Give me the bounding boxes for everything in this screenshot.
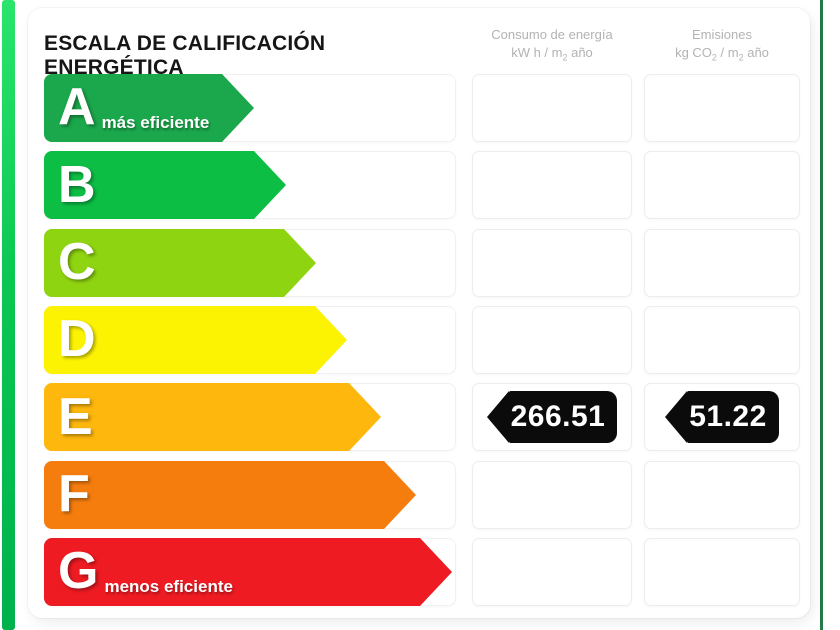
rating-letter: F	[58, 464, 90, 523]
consumption-cell-g	[472, 537, 632, 606]
row-strip: D	[44, 305, 456, 374]
efficiency-note: menos eficiente	[104, 576, 233, 596]
consumption-header-title: Consumo de energía	[491, 27, 613, 42]
efficiency-note: más eficiente	[101, 113, 210, 132]
row-strip: E	[44, 383, 456, 452]
consumption-cell-d	[472, 305, 632, 374]
rating-row-a: A más eficiente	[44, 74, 800, 142]
rating-letter: D	[58, 310, 96, 369]
emissions-cell-e: 51.22	[644, 383, 800, 452]
emissions-cell-b	[644, 151, 800, 220]
rating-arrow-g: G menos eficiente	[44, 537, 452, 606]
emissions-cell-d	[644, 305, 800, 374]
rating-arrow-a: A más eficiente	[44, 74, 254, 142]
badge-arrow-tip	[665, 391, 688, 444]
rating-letter: E	[58, 387, 93, 446]
header: ESCALA DE CALIFICACIÓN ENERGÉTICA Consum…	[44, 22, 800, 79]
emissions-cell-g	[644, 537, 800, 606]
row-strip: B	[44, 151, 456, 220]
rating-row-d: D	[44, 305, 800, 374]
right-green-line	[820, 0, 823, 630]
column-header-consumption: Consumo de energía kW h / m2 año	[472, 26, 632, 63]
consumption-cell-b	[472, 151, 632, 220]
page-title: ESCALA DE CALIFICACIÓN ENERGÉTICA	[44, 32, 326, 79]
row-strip: G menos eficiente	[44, 537, 456, 606]
rating-letter: G	[58, 542, 99, 601]
rating-arrow-c: C	[44, 228, 316, 297]
arrow-tip	[349, 383, 381, 452]
left-green-stripe	[2, 0, 15, 630]
emissions-value: 51.22	[687, 391, 779, 444]
rating-letter: B	[58, 155, 96, 214]
rating-arrow-d: D	[44, 305, 347, 374]
column-header-emissions: Emisiones kg CO2 / m2 año	[644, 26, 800, 63]
row-strip: C	[44, 228, 456, 297]
rating-row-c: C	[44, 228, 800, 297]
consumption-header-unit: kW h / m2 año	[511, 44, 593, 63]
consumption-cell-c	[472, 228, 632, 297]
emissions-header-unit: kg CO2 / m2 año	[675, 44, 769, 63]
rating-row-f: F	[44, 460, 800, 529]
row-strip: F	[44, 460, 456, 529]
emissions-cell-c	[644, 228, 800, 297]
emissions-header-title: Emisiones	[692, 27, 752, 42]
consumption-value: 266.51	[508, 391, 618, 444]
consumption-cell-a	[472, 74, 632, 142]
consumption-cell-f	[472, 460, 632, 529]
rating-row-g: G menos eficiente	[44, 537, 800, 606]
rating-rows: A más eficiente B	[44, 74, 800, 606]
badge-arrow-tip	[486, 391, 509, 444]
rating-arrow-b: B	[44, 151, 286, 220]
energy-scale-panel: ESCALA DE CALIFICACIÓN ENERGÉTICA Consum…	[28, 8, 810, 618]
arrow-tip	[254, 151, 286, 220]
row-strip: A más eficiente	[44, 74, 456, 142]
arrow-tip	[384, 460, 416, 529]
rating-arrow-e: E	[44, 383, 381, 452]
rating-row-e: E 266.51 51.22	[44, 383, 800, 452]
emissions-cell-a	[644, 74, 800, 142]
arrow-tip	[315, 305, 347, 374]
rating-arrow-f: F	[44, 460, 416, 529]
consumption-value-badge: 266.51	[486, 391, 618, 444]
emissions-value-badge: 51.22	[665, 391, 779, 444]
arrow-tip	[420, 537, 452, 606]
arrow-tip	[284, 228, 316, 297]
rating-letter: C	[58, 232, 96, 291]
rating-letter: A	[58, 78, 96, 137]
consumption-cell-e: 266.51	[472, 383, 632, 452]
arrow-tip	[222, 74, 254, 142]
emissions-cell-f	[644, 460, 800, 529]
rating-row-b: B	[44, 151, 800, 220]
